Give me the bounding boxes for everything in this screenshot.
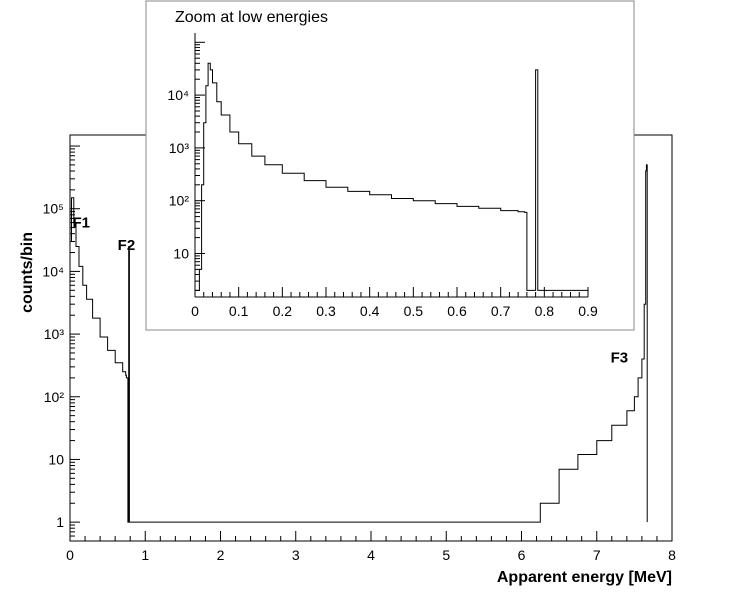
y-tick-label: 10³ xyxy=(169,140,190,156)
inset-title: Zoom at low energies xyxy=(175,9,328,26)
x-tick-label: 0.3 xyxy=(316,303,336,319)
y-tick-label: 10⁴ xyxy=(42,263,64,279)
inset-panel xyxy=(145,0,635,331)
x-tick-label: 7 xyxy=(593,547,601,563)
y-tick-label: 10² xyxy=(44,389,65,405)
inset-plot: Zoom at low energies 0 0.1 0.2 0.3 0.4 0.5 0.6… xyxy=(145,0,635,331)
x-tick-label: 0.8 xyxy=(535,303,555,319)
main-annotations: F1 F2 F3 xyxy=(73,215,629,367)
y-tick-label: 1 xyxy=(56,514,64,530)
inset-y-axis: 10 10² 10³ 10⁴ xyxy=(167,41,205,291)
x-tick-label: 0.9 xyxy=(578,303,598,319)
inset-x-axis: 0 0.1 0.2 0.3 0.4 0.5 0.6 0.7 0.8 0.9 xyxy=(191,287,598,319)
inset-histogram-line xyxy=(194,62,588,297)
x-tick-label: 6 xyxy=(518,547,526,563)
y-tick-label: 10³ xyxy=(44,326,65,342)
x-tick-label: 1 xyxy=(141,547,149,563)
main-x-axis-title: Apparent energy [MeV] xyxy=(497,569,672,586)
main-y-axis-title: counts/bin xyxy=(19,232,36,313)
x-tick-label: 0.7 xyxy=(491,303,511,319)
y-tick-label: 10⁴ xyxy=(167,87,189,103)
x-tick-label: 3 xyxy=(292,547,300,563)
x-tick-label: 2 xyxy=(217,547,225,563)
x-tick-label: 0 xyxy=(66,547,74,563)
y-tick-label: 10² xyxy=(169,193,190,209)
x-tick-label: 4 xyxy=(367,547,375,563)
x-tick-label: 0.6 xyxy=(447,303,467,319)
y-tick-label: 10 xyxy=(48,451,64,467)
peak-label-f3: F3 xyxy=(611,350,629,367)
x-tick-label: 0.5 xyxy=(404,303,424,319)
y-tick-label: 10⁵ xyxy=(43,201,64,217)
x-tick-label: 8 xyxy=(668,547,676,563)
x-tick-label: 0 xyxy=(191,303,199,319)
x-tick-label: 5 xyxy=(442,547,450,563)
y-tick-label: 10 xyxy=(173,245,189,261)
x-tick-label: 0.1 xyxy=(229,303,249,319)
peak-label-f1: F1 xyxy=(73,215,91,232)
main-histogram-line xyxy=(69,164,648,541)
main-y-axis: 1 10 10² 10³ 10⁴ 10⁵ xyxy=(42,145,80,542)
peak-label-f2: F2 xyxy=(118,237,136,254)
x-tick-label: 0.4 xyxy=(360,303,380,319)
x-tick-label: 0.2 xyxy=(273,303,293,319)
